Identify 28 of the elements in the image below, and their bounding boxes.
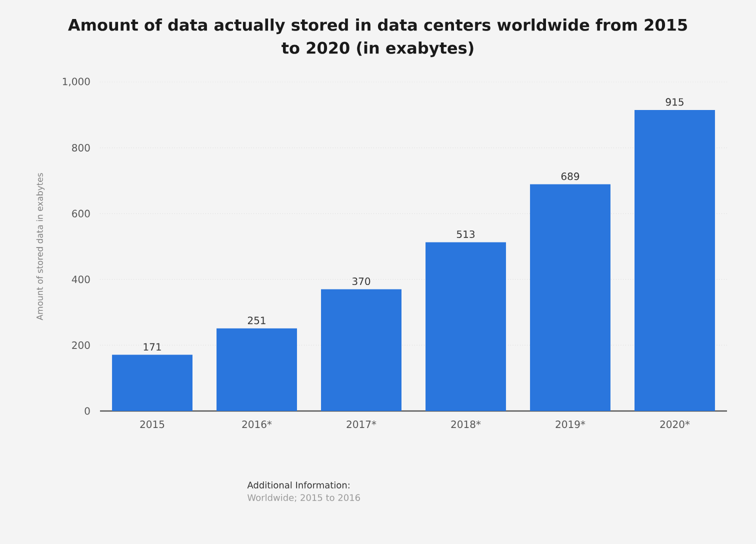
text: Additional Information:	[247, 482, 350, 488]
x-tick-label: 2015	[140, 420, 164, 428]
chart-title: Amount of data actually stored in data centers worldwide from 2015 to 2020 (in exabytes)	[68, 18, 687, 58]
bar	[112, 354, 192, 411]
bar	[216, 328, 297, 411]
y-axis-title: Amount of stored data in exabytes	[36, 173, 45, 320]
data-label: 171	[144, 343, 161, 351]
x-tick-label: 2018*	[451, 420, 481, 428]
data-label: 513	[456, 230, 474, 238]
bar	[634, 110, 715, 411]
x-tick-label: 2017*	[346, 420, 376, 428]
bar	[530, 184, 610, 411]
bar	[426, 242, 506, 411]
x-tick-label: 2016*	[242, 420, 272, 428]
y-tick-label: 600	[72, 210, 90, 218]
text: Worldwide; 2015 to 2016	[248, 494, 360, 502]
data-label: 689	[561, 172, 580, 180]
y-tick-label: 1,000	[62, 78, 90, 86]
data-label: 251	[248, 316, 266, 324]
x-tick-label: 2020*	[660, 420, 690, 428]
x-tick-label: 2019*	[556, 420, 586, 428]
y-tick-label: 800	[72, 144, 90, 152]
y-tick-label: 0	[84, 407, 90, 415]
data-label: 370	[352, 277, 370, 286]
y-tick-label: 400	[72, 276, 90, 284]
bar	[321, 289, 402, 411]
data-label: 915	[666, 98, 684, 106]
y-tick-label: 200	[72, 341, 90, 349]
